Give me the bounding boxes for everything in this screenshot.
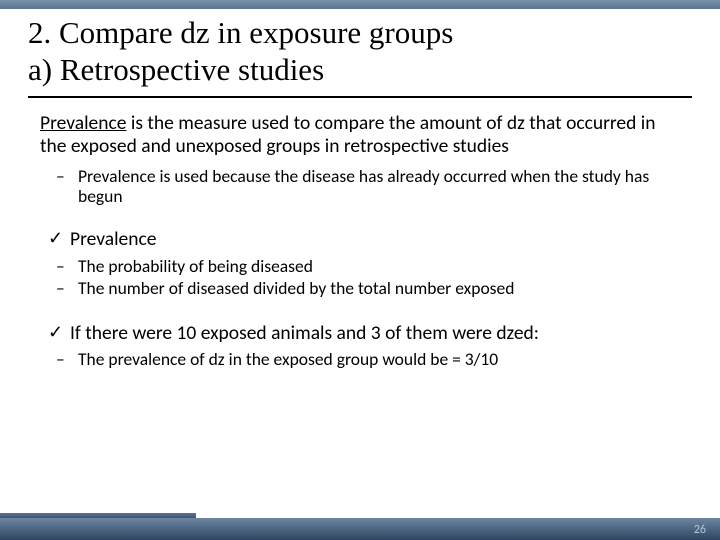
top-bar bbox=[0, 0, 720, 9]
check-item: Prevalence bbox=[48, 228, 680, 251]
intro-rest: is the measure used to compare the amoun… bbox=[40, 111, 656, 158]
intro-sub-item: Prevalence is used because the disease h… bbox=[74, 166, 680, 206]
title-block: 2. Compare dz in exposure groups a) Retr… bbox=[0, 9, 720, 92]
section-2-sub-list: The prevalence of dz in the exposed grou… bbox=[40, 349, 680, 369]
page-number: 26 bbox=[694, 523, 706, 537]
intro-sub-list: Prevalence is used because the disease h… bbox=[40, 166, 680, 206]
intro-key-term: Prevalence bbox=[40, 111, 126, 135]
section-1: Prevalence The probability of being dise… bbox=[40, 228, 680, 298]
dash-item: The number of diseased divided by the to… bbox=[74, 278, 680, 298]
check-list: Prevalence bbox=[40, 228, 680, 251]
dash-item: The probability of being diseased bbox=[74, 256, 680, 276]
title-line-1: 2. Compare dz in exposure groups bbox=[28, 15, 692, 52]
bottom-bar: 26 bbox=[0, 518, 720, 540]
intro-paragraph: Prevalence is the measure used to compar… bbox=[40, 112, 680, 158]
section-2: If there were 10 exposed animals and 3 o… bbox=[40, 322, 680, 370]
title-line-2: a) Retrospective studies bbox=[28, 52, 692, 89]
section-1-sub-list: The probability of being diseased The nu… bbox=[40, 256, 680, 298]
check-item: If there were 10 exposed animals and 3 o… bbox=[48, 322, 680, 345]
check-list: If there were 10 exposed animals and 3 o… bbox=[40, 322, 680, 345]
body: Prevalence is the measure used to compar… bbox=[0, 98, 720, 369]
dash-item: The prevalence of dz in the exposed grou… bbox=[74, 349, 680, 369]
slide: 2. Compare dz in exposure groups a) Retr… bbox=[0, 0, 720, 540]
